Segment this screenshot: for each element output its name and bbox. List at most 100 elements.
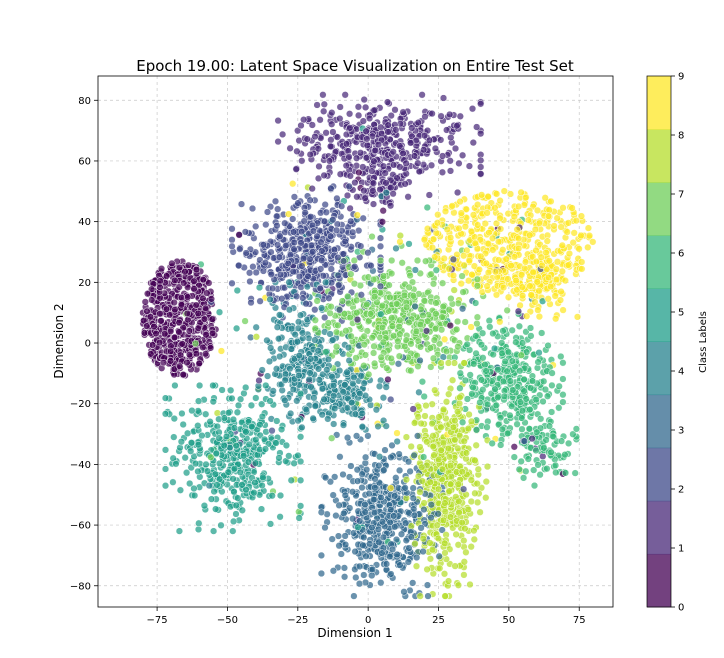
scatter-point	[336, 170, 345, 178]
scatter-point	[406, 271, 414, 280]
scatter-point	[315, 376, 323, 384]
scatter-point	[326, 478, 335, 486]
scatter-point	[274, 137, 282, 146]
scatter-point	[465, 410, 473, 419]
scatter-point	[433, 219, 442, 227]
scatter-point	[222, 432, 231, 441]
scatter-point	[589, 238, 597, 246]
scatter-point	[388, 322, 396, 330]
scatter-point	[287, 345, 295, 353]
scatter-point	[307, 383, 315, 391]
scatter-point	[313, 101, 321, 109]
scatter-point	[348, 398, 356, 407]
scatter-point	[368, 571, 376, 580]
scatter-point	[248, 422, 256, 431]
scatter-point	[374, 140, 383, 149]
scatter-point	[376, 185, 384, 194]
colorbar-tick-label: 3	[678, 426, 684, 437]
scatter-point	[438, 279, 447, 287]
scatter-point	[297, 239, 305, 247]
scatter-point	[434, 485, 443, 493]
scatter-point	[341, 532, 349, 540]
scatter-point	[327, 265, 335, 273]
scatter-point	[358, 423, 367, 431]
scatter-point	[183, 309, 191, 318]
scatter-point	[453, 317, 462, 326]
scatter-point	[408, 124, 416, 132]
scatter-point	[527, 332, 535, 340]
scatter-point	[389, 332, 398, 340]
scatter-point	[335, 366, 344, 375]
scatter-point	[194, 324, 202, 332]
scatter-point	[449, 423, 458, 431]
scatter-point	[388, 441, 396, 450]
scatter-point	[367, 262, 375, 270]
colorbar-tick-label: 1	[678, 544, 684, 555]
scatter-point	[451, 144, 460, 153]
scatter-point	[294, 451, 302, 460]
scatter-point	[506, 411, 514, 420]
scatter-point	[520, 387, 528, 395]
scatter-point	[277, 425, 286, 434]
scatter-point	[489, 246, 497, 254]
scatter-point	[235, 231, 243, 239]
scatter-point	[309, 248, 317, 256]
scatter-point	[386, 202, 395, 210]
scatter-point	[446, 110, 454, 119]
scatter-point	[273, 222, 281, 230]
scatter-point	[345, 356, 353, 365]
scatter-point	[559, 306, 567, 314]
scatter-point	[557, 437, 566, 445]
scatter-point	[402, 519, 410, 527]
scatter-point	[217, 347, 226, 355]
scatter-point	[358, 409, 366, 418]
x-tick-label: 75	[573, 615, 586, 626]
scatter-point	[296, 433, 305, 441]
scatter-point	[392, 244, 400, 253]
scatter-point	[412, 327, 421, 336]
scatter-point	[449, 271, 458, 280]
scatter-point	[426, 539, 434, 547]
scatter-point	[228, 279, 236, 287]
scatter-point	[347, 462, 355, 470]
scatter-point	[519, 474, 528, 482]
scatter-point	[423, 581, 432, 589]
scatter-point	[255, 376, 263, 385]
scatter-point	[555, 382, 563, 390]
scatter-point	[150, 322, 158, 331]
scatter-point	[464, 424, 472, 433]
scatter-point	[449, 255, 458, 264]
scatter-point	[433, 521, 441, 529]
x-tick-label: 25	[432, 615, 445, 626]
scatter-point	[263, 372, 272, 380]
scatter-point	[263, 336, 271, 345]
scatter-point	[195, 381, 204, 390]
scatter-point	[370, 342, 378, 350]
scatter-point	[360, 340, 368, 349]
scatter-point	[328, 120, 336, 128]
y-tick-label: −80	[70, 581, 91, 592]
scatter-point	[440, 570, 449, 578]
scatter-point	[473, 313, 482, 321]
colorbar-tick-label: 6	[678, 249, 684, 260]
scatter-point	[321, 200, 329, 209]
scatter-point	[318, 247, 326, 255]
scatter-point	[496, 225, 505, 233]
scatter-point	[175, 318, 183, 327]
scatter-point	[233, 286, 241, 295]
scatter-point	[575, 245, 583, 253]
scatter-point	[320, 100, 328, 108]
scatter-point	[358, 470, 366, 478]
scatter-point	[494, 366, 502, 374]
scatter-point	[309, 227, 318, 235]
scatter-point	[237, 200, 246, 208]
scatter-point	[359, 163, 367, 171]
scatter-point	[396, 561, 404, 569]
scatter-point	[155, 338, 164, 347]
scatter-point	[454, 444, 462, 452]
scatter-point	[235, 261, 243, 270]
scatter-point	[185, 351, 194, 359]
scatter-point	[459, 288, 467, 296]
scatter-point	[528, 434, 536, 443]
scatter-point	[272, 439, 280, 447]
